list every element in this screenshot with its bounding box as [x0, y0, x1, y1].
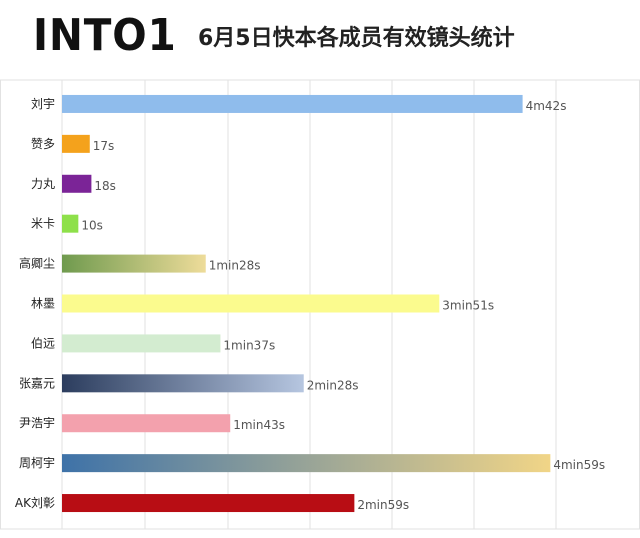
category-label: 赞多	[31, 137, 55, 151]
value-label: 4min59s	[553, 458, 605, 472]
bar	[62, 94, 523, 113]
category-label: 尹浩宇	[19, 416, 55, 430]
chart-title: 6月5日快本各成员有效镜头统计	[198, 26, 515, 51]
value-label: 1min28s	[209, 259, 261, 273]
category-label: 张嘉元	[19, 376, 55, 390]
category-label: 周柯宇	[19, 456, 55, 470]
bar	[62, 174, 92, 193]
logo: INTO1	[33, 10, 177, 61]
value-label: 3min51s	[442, 299, 494, 313]
bar	[62, 214, 79, 233]
value-label: 2min28s	[307, 378, 359, 392]
category-label: 伯远	[31, 335, 55, 350]
bar	[62, 254, 206, 273]
value-label: 17s	[93, 139, 115, 153]
category-label: 刘宇	[31, 97, 55, 111]
value-label: 4m42s	[526, 99, 567, 113]
category-label: 力丸	[31, 177, 55, 191]
bar	[62, 414, 231, 433]
value-label: 10s	[81, 219, 103, 233]
bar	[62, 374, 304, 393]
value-label: 1min43s	[233, 418, 285, 432]
value-label: 2min59s	[357, 498, 409, 512]
value-label: 1min37s	[223, 338, 275, 352]
bar	[62, 454, 551, 473]
category-label: 高卿尘	[19, 256, 55, 271]
bar	[62, 494, 355, 513]
bar	[62, 294, 440, 313]
category-label: AK刘彰	[15, 495, 55, 510]
bar	[62, 334, 221, 353]
bar	[62, 134, 90, 153]
category-label: 米卡	[31, 217, 55, 231]
category-label: 林墨	[31, 297, 55, 311]
value-label: 18s	[94, 179, 116, 193]
